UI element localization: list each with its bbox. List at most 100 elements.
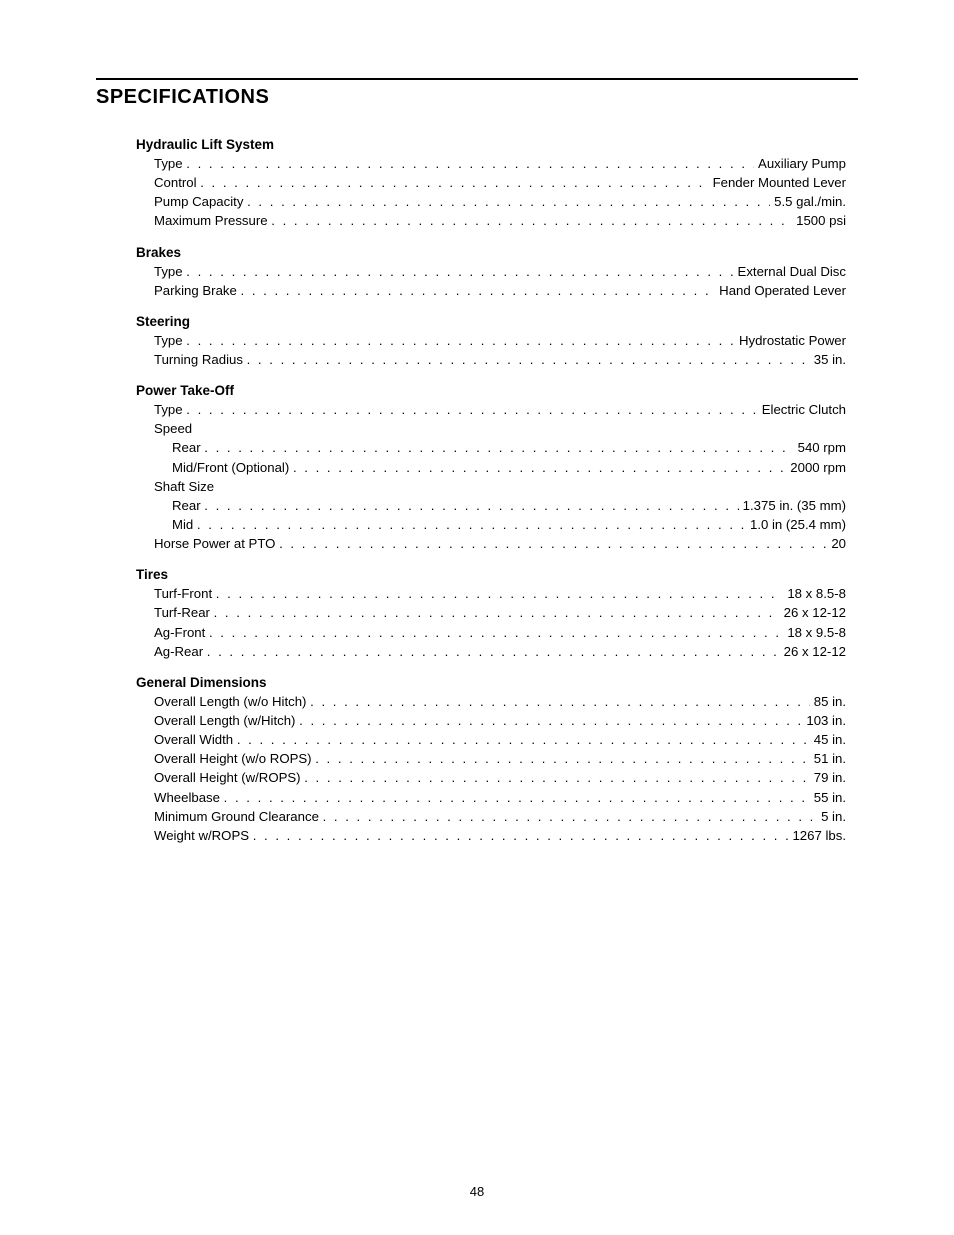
spec-row: Turf-Rear . . . . . . . . . . . . . . . … (136, 603, 846, 622)
spec-label: Speed (154, 419, 192, 438)
spec-row: Turning Radius . . . . . . . . . . . . .… (136, 350, 846, 369)
section-heading: Power Take-Off (136, 383, 846, 398)
spec-label: Mid/Front (Optional) (172, 458, 293, 477)
leader-dots: . . . . . . . . . . . . . . . . . . . . … (253, 826, 789, 845)
spec-value: 51 in. (810, 749, 846, 768)
section-heading: Steering (136, 314, 846, 329)
spec-value: Fender Mounted Lever (709, 173, 846, 192)
leader-dots: . . . . . . . . . . . . . . . . . . . . … (186, 262, 733, 281)
spec-label: Type (154, 400, 186, 419)
spec-row: Mid . . . . . . . . . . . . . . . . . . … (136, 515, 846, 534)
spec-row: Overall Width . . . . . . . . . . . . . … (136, 730, 846, 749)
leader-dots: . . . . . . . . . . . . . . . . . . . . … (216, 584, 784, 603)
leader-dots: . . . . . . . . . . . . . . . . . . . . … (209, 623, 783, 642)
spec-label: Type (154, 154, 186, 173)
leader-dots: . . . . . . . . . . . . . . . . . . . . … (197, 515, 746, 534)
spec-row: Overall Length (w/o Hitch) . . . . . . .… (136, 692, 846, 711)
leader-dots: . . . . . . . . . . . . . . . . . . . . … (224, 788, 810, 807)
spec-label: Shaft Size (154, 477, 214, 496)
spec-label: Overall Length (w/o Hitch) (154, 692, 310, 711)
spec-label: Type (154, 262, 186, 281)
spec-row: Overall Height (w/ROPS) . . . . . . . . … (136, 768, 846, 787)
spec-label: Horse Power at PTO (154, 534, 279, 553)
spec-value: 103 in. (802, 711, 846, 730)
page-title: SPECIFICATIONS (96, 86, 858, 109)
spec-label: Parking Brake (154, 281, 241, 300)
spec-label: Turf-Front (154, 584, 216, 603)
spec-row: Type . . . . . . . . . . . . . . . . . .… (136, 331, 846, 350)
section-heading: Brakes (136, 245, 846, 260)
leader-dots: . . . . . . . . . . . . . . . . . . . . … (207, 642, 780, 661)
spec-value: Auxiliary Pump (754, 154, 846, 173)
leader-dots: . . . . . . . . . . . . . . . . . . . . … (200, 173, 708, 192)
spec-label: Overall Height (w/ROPS) (154, 768, 304, 787)
spec-value: External Dual Disc (734, 262, 846, 281)
section-heading: Tires (136, 567, 846, 582)
leader-dots: . . . . . . . . . . . . . . . . . . . . … (299, 711, 802, 730)
spec-row: Rear . . . . . . . . . . . . . . . . . .… (136, 438, 846, 457)
spec-value: 5.5 gal./min. (770, 192, 846, 211)
spec-group-label: Shaft Size (136, 477, 846, 496)
spec-row: Horse Power at PTO . . . . . . . . . . .… (136, 534, 846, 553)
section-heading: Hydraulic Lift System (136, 137, 846, 152)
spec-value: 20 (827, 534, 846, 553)
spec-label: Type (154, 331, 186, 350)
leader-dots: . . . . . . . . . . . . . . . . . . . . … (214, 603, 780, 622)
spec-value: Electric Clutch (758, 400, 846, 419)
page-number: 48 (0, 1184, 954, 1199)
spec-row: Maximum Pressure . . . . . . . . . . . .… (136, 211, 846, 230)
spec-value: 26 x 12-12 (780, 603, 846, 622)
leader-dots: . . . . . . . . . . . . . . . . . . . . … (271, 211, 792, 230)
section-heading: General Dimensions (136, 675, 846, 690)
spec-value: 2000 rpm (786, 458, 846, 477)
spec-value: 1267 lbs. (788, 826, 846, 845)
spec-label: Turning Radius (154, 350, 247, 369)
spec-value: 55 in. (810, 788, 846, 807)
spec-value: 5 in. (817, 807, 846, 826)
spec-row: Ag-Rear . . . . . . . . . . . . . . . . … (136, 642, 846, 661)
spec-row: Weight w/ROPS . . . . . . . . . . . . . … (136, 826, 846, 845)
spec-label: Overall Height (w/o ROPS) (154, 749, 315, 768)
spec-row: Rear . . . . . . . . . . . . . . . . . .… (136, 496, 846, 515)
spec-row: Ag-Front . . . . . . . . . . . . . . . .… (136, 623, 846, 642)
leader-dots: . . . . . . . . . . . . . . . . . . . . … (186, 154, 754, 173)
spec-row: Type . . . . . . . . . . . . . . . . . .… (136, 262, 846, 281)
spec-label: Mid (172, 515, 197, 534)
spec-row: Control . . . . . . . . . . . . . . . . … (136, 173, 846, 192)
spec-value: 1500 psi (792, 211, 846, 230)
spec-label: Pump Capacity (154, 192, 247, 211)
spec-label: Rear (172, 438, 204, 457)
spec-content: Hydraulic Lift System Type . . . . . . . … (96, 137, 858, 845)
spec-value: 1.375 in. (35 mm) (739, 496, 846, 515)
spec-value: Hand Operated Lever (715, 281, 846, 300)
spec-row: Type . . . . . . . . . . . . . . . . . .… (136, 400, 846, 419)
spec-value: 18 x 8.5-8 (783, 584, 846, 603)
leader-dots: . . . . . . . . . . . . . . . . . . . . … (315, 749, 810, 768)
leader-dots: . . . . . . . . . . . . . . . . . . . . … (204, 438, 793, 457)
spec-row: Overall Height (w/o ROPS) . . . . . . . … (136, 749, 846, 768)
spec-label: Minimum Ground Clearance (154, 807, 323, 826)
spec-value: 26 x 12-12 (780, 642, 846, 661)
spec-label: Overall Length (w/Hitch) (154, 711, 299, 730)
spec-label: Rear (172, 496, 204, 515)
spec-row: Wheelbase . . . . . . . . . . . . . . . … (136, 788, 846, 807)
spec-value: 85 in. (810, 692, 846, 711)
spec-label: Wheelbase (154, 788, 224, 807)
leader-dots: . . . . . . . . . . . . . . . . . . . . … (323, 807, 817, 826)
leader-dots: . . . . . . . . . . . . . . . . . . . . … (247, 192, 770, 211)
spec-value: 79 in. (810, 768, 846, 787)
spec-value: 18 x 9.5-8 (783, 623, 846, 642)
spec-row: Type . . . . . . . . . . . . . . . . . .… (136, 154, 846, 173)
leader-dots: . . . . . . . . . . . . . . . . . . . . … (237, 730, 810, 749)
spec-label: Ag-Rear (154, 642, 207, 661)
spec-row: Pump Capacity . . . . . . . . . . . . . … (136, 192, 846, 211)
spec-label: Control (154, 173, 200, 192)
spec-value: 35 in. (810, 350, 846, 369)
spec-label: Turf-Rear (154, 603, 214, 622)
spec-label: Overall Width (154, 730, 237, 749)
leader-dots: . . . . . . . . . . . . . . . . . . . . … (186, 331, 735, 350)
spec-row: Parking Brake . . . . . . . . . . . . . … (136, 281, 846, 300)
leader-dots: . . . . . . . . . . . . . . . . . . . . … (204, 496, 738, 515)
spec-label: Ag-Front (154, 623, 209, 642)
spec-value: 540 rpm (794, 438, 846, 457)
